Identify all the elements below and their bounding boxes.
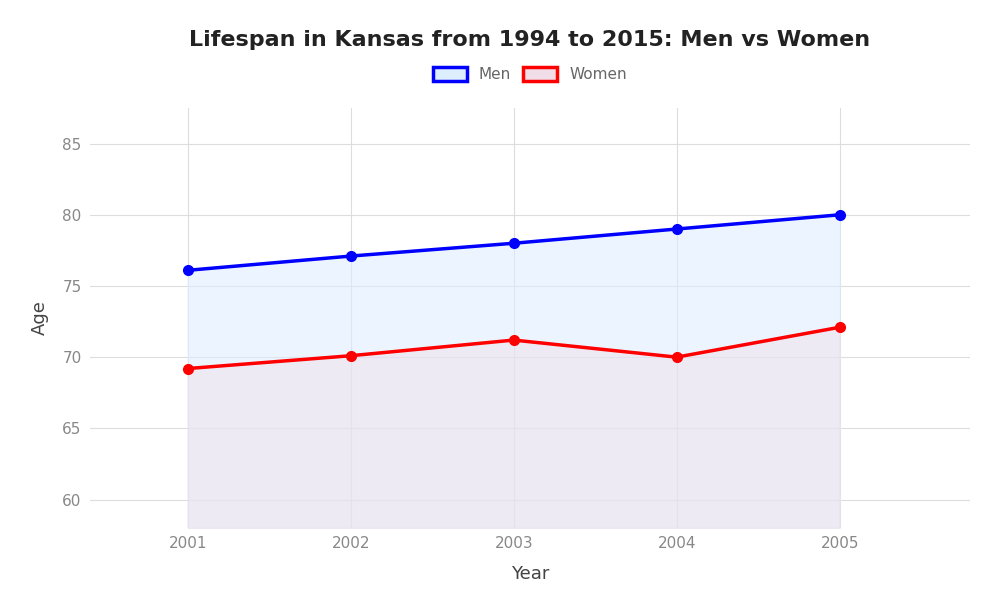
Women xyxy=(182,365,194,372)
Men xyxy=(345,253,357,260)
Women xyxy=(671,353,683,361)
Y-axis label: Age: Age xyxy=(30,301,48,335)
Women xyxy=(345,352,357,359)
Women xyxy=(508,337,520,344)
Title: Lifespan in Kansas from 1994 to 2015: Men vs Women: Lifespan in Kansas from 1994 to 2015: Me… xyxy=(189,29,871,49)
Men xyxy=(671,226,683,233)
Line: Women: Women xyxy=(183,322,844,373)
Line: Men: Men xyxy=(183,210,844,275)
Men xyxy=(508,239,520,247)
Legend: Men, Women: Men, Women xyxy=(427,61,633,88)
Men xyxy=(182,267,194,274)
X-axis label: Year: Year xyxy=(511,565,549,583)
Men xyxy=(834,211,846,218)
Women xyxy=(834,323,846,331)
